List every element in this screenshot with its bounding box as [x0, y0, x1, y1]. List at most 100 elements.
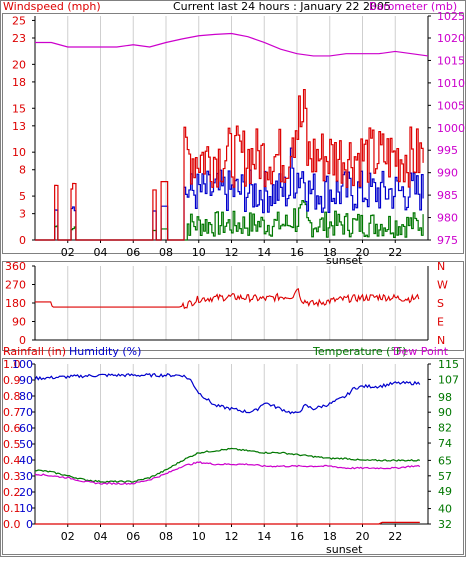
wind-gust-series	[35, 88, 424, 241]
dir-y-tick-label: 270	[5, 279, 26, 292]
direction-panel-frame	[2, 261, 464, 351]
rain-y-tick-label: 0.2	[3, 486, 21, 499]
sunset-label-top: sunset	[326, 254, 363, 267]
rainfall-title: Rainfall (in)	[3, 345, 66, 358]
hum-x-tick-label: 16	[290, 530, 304, 543]
dir-compass-label: W	[437, 279, 448, 292]
wind-y-tick-label: 0	[19, 234, 26, 247]
dir-compass-label: E	[437, 316, 444, 329]
rainfall-series	[35, 521, 420, 525]
wind-title: Windspeed (mph)	[3, 0, 101, 13]
hum-x-tick-label: 04	[94, 530, 108, 543]
temp-y-tick-label: 65	[438, 454, 452, 467]
rain-y-tick-label: 0.0	[3, 518, 21, 531]
temp-y-tick-label: 115	[438, 358, 459, 371]
wind-y-tick-label: 23	[12, 32, 26, 45]
direction-series	[35, 287, 420, 310]
wind-x-tick-label: 12	[225, 246, 239, 259]
hum-y-tick-label: 80	[19, 390, 33, 403]
temperature-title: Temperature (°F)	[312, 345, 407, 358]
wind-x-tick-label: 08	[159, 246, 173, 259]
wind-y-tick-label: 8	[19, 164, 26, 177]
baro-y-tick-label: 980	[437, 212, 458, 225]
baro-y-tick-label: 995	[437, 144, 458, 157]
hum-x-tick-label: 02	[61, 530, 75, 543]
baro-y-tick-label: 1010	[437, 77, 465, 90]
hum-x-tick-label: 14	[257, 530, 271, 543]
dir-compass-label: N	[437, 334, 445, 347]
baro-y-tick-label: 1015	[437, 54, 465, 67]
hum-y-tick-label: 60	[19, 422, 33, 435]
wind-y-tick-label: 3	[19, 208, 26, 221]
dir-compass-label: S	[437, 297, 444, 310]
hum-x-tick-label: 12	[225, 530, 239, 543]
dir-y-tick-label: 90	[12, 316, 26, 329]
hum-y-tick-label: 50	[19, 438, 33, 451]
wind-x-tick-label: 22	[388, 246, 402, 259]
hum-y-tick-label: 30	[19, 470, 33, 483]
wind-y-tick-label: 20	[12, 58, 26, 71]
humidity-title: Humidity (%)	[69, 345, 141, 358]
barometer-series	[35, 32, 429, 57]
temp-y-tick-label: 74	[438, 437, 452, 450]
dir-y-tick-label: 360	[5, 260, 26, 273]
temp-y-tick-label: 32	[438, 518, 452, 531]
baro-y-tick-label: 1005	[437, 99, 465, 112]
wind-x-tick-label: 02	[61, 246, 75, 259]
hum-x-tick-label: 22	[388, 530, 402, 543]
humidity-panel-frame	[2, 358, 464, 555]
wind-y-tick-label: 25	[12, 14, 26, 27]
baro-y-tick-label: 990	[437, 167, 458, 180]
rain-y-tick-label: 1.0	[3, 358, 21, 371]
temp-y-tick-label: 98	[438, 391, 452, 404]
temp-y-tick-label: 49	[438, 485, 452, 498]
wind-panel-frame	[2, 13, 464, 254]
rain-y-tick-label: 0.4	[3, 454, 21, 467]
temperature-series	[34, 447, 421, 484]
temp-y-tick-label: 107	[438, 373, 459, 386]
baro-y-tick-label: 985	[437, 189, 458, 202]
rain-y-tick-label: 0.6	[3, 422, 21, 435]
wind-x-tick-label: 10	[192, 246, 206, 259]
rain-y-tick-label: 0.1	[3, 502, 21, 515]
dewpoint-series	[34, 461, 421, 486]
wind-x-tick-label: 20	[356, 246, 370, 259]
hum-y-tick-label: 70	[19, 406, 33, 419]
humidity-series	[34, 372, 421, 415]
hum-y-tick-label: 40	[19, 454, 33, 467]
hum-x-tick-label: 20	[356, 530, 370, 543]
temp-y-tick-label: 40	[438, 503, 452, 516]
wind-y-tick-label: 15	[12, 102, 26, 115]
dir-y-tick-label: 180	[5, 297, 26, 310]
wind-y-tick-label: 10	[12, 146, 26, 159]
dir-compass-label: N	[437, 260, 445, 273]
wind-x-tick-label: 04	[94, 246, 108, 259]
baro-y-tick-label: 1000	[437, 122, 465, 135]
hum-y-tick-label: 0	[26, 518, 33, 531]
hum-x-tick-label: 06	[126, 530, 140, 543]
hum-y-tick-label: 100	[12, 358, 33, 371]
rain-y-tick-label: 0.8	[3, 390, 21, 403]
baro-y-tick-label: 1020	[437, 32, 465, 45]
wind-x-tick-label: 18	[323, 246, 337, 259]
hum-x-tick-label: 18	[323, 530, 337, 543]
chart-center-title: Current last 24 hours : January 22 2005	[173, 0, 391, 13]
barometer-title: Barometer (mb)	[369, 0, 457, 13]
temp-y-tick-label: 82	[438, 422, 452, 435]
rain-y-tick-label: 0.9	[3, 374, 21, 387]
hum-x-tick-label: 08	[159, 530, 173, 543]
temp-y-tick-label: 57	[438, 470, 452, 483]
hum-y-tick-label: 90	[19, 374, 33, 387]
wind-x-tick-label: 14	[257, 246, 271, 259]
wind-x-tick-label: 16	[290, 246, 304, 259]
baro-y-tick-label: 1025	[437, 10, 465, 23]
wind-y-tick-label: 13	[12, 120, 26, 133]
rain-y-tick-label: 0.7	[3, 406, 21, 419]
dir-y-tick-label: 0	[19, 334, 26, 347]
hum-y-tick-label: 10	[19, 502, 33, 515]
temp-y-tick-label: 90	[438, 406, 452, 419]
rain-y-tick-label: 0.5	[3, 438, 21, 451]
sunset-label-bottom: sunset	[326, 543, 363, 556]
